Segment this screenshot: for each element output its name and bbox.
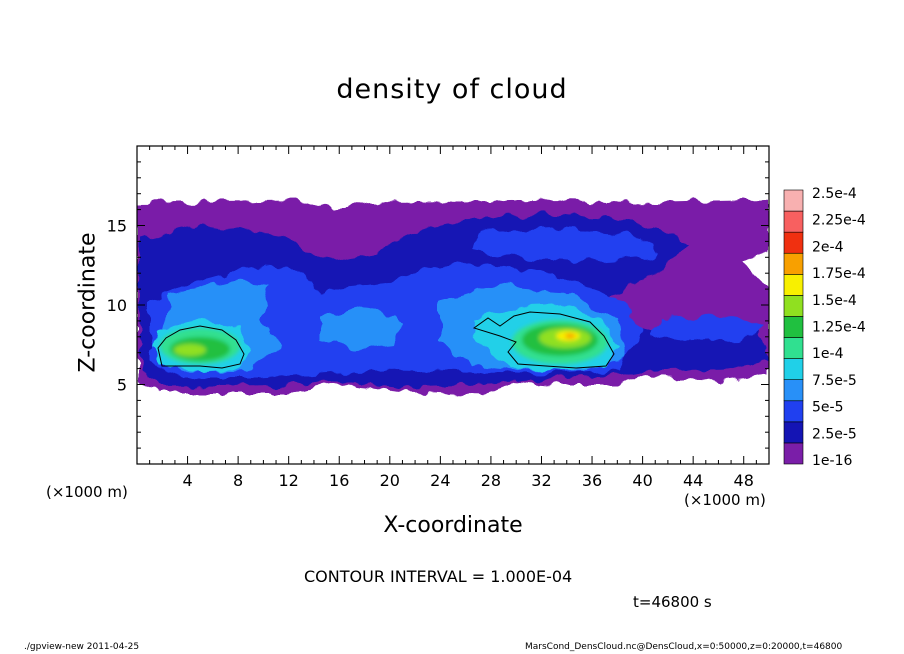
contour-1e-4 <box>157 311 615 369</box>
colorbar-label: 1.75e-4 <box>812 266 866 282</box>
colorbar-swatch <box>783 316 804 338</box>
colorbar-swatch <box>783 358 804 380</box>
colorbar-swatch <box>783 337 804 359</box>
y-tick-label: 15 <box>107 217 127 236</box>
chart-title: density of cloud <box>336 74 568 105</box>
contour-interval-text: CONTOUR INTERVAL = 1.000E-04 <box>304 567 573 586</box>
colorbar-swatch <box>783 252 804 275</box>
x-tick-label: 44 <box>683 471 703 490</box>
colorbar-swatch <box>783 210 804 233</box>
colorbar-swatch <box>783 421 804 444</box>
x-tick-label: 12 <box>279 471 299 490</box>
cloud-core-right-2.25e-4 <box>565 333 575 339</box>
x-tick-label: 24 <box>430 471 450 490</box>
x-tick-label: 8 <box>233 471 243 490</box>
colorbar-label: 1e-4 <box>812 346 844 362</box>
colorbar-swatch <box>783 231 804 254</box>
x-tick-label: 4 <box>182 471 192 490</box>
contour-left <box>157 325 245 369</box>
colorbar: 2.5e-4 2.25e-4 2e-4 1.75e-4 1.5e-4 1.25e-4 1e-… <box>783 186 866 469</box>
colorbar-swatch <box>783 400 804 423</box>
y-tick-label: 10 <box>107 296 127 315</box>
cloud-core-left-1.75e-4 <box>174 344 206 356</box>
x-axis-label: X-coordinate <box>383 513 523 538</box>
x-tick-label: 36 <box>582 471 602 490</box>
x-unit-left: (×1000 m) <box>46 483 128 501</box>
y-tick-label: 5 <box>117 376 127 395</box>
contour-right <box>472 311 615 369</box>
colorbar-label: 1.5e-4 <box>812 293 857 309</box>
x-tick-label: 32 <box>531 471 551 490</box>
colorbar-swatch <box>783 274 804 296</box>
cloud-layer-1e-4 <box>150 306 618 372</box>
footer-right: MarsCond_DensCloud.nc@DensCloud,x=0:5000… <box>525 642 843 652</box>
colorbar-swatch <box>783 442 804 465</box>
x-tick-label: 40 <box>632 471 652 490</box>
footer-left: ./gpview-new 2011-04-25 <box>24 642 140 652</box>
x-tick-label: 48 <box>734 471 754 490</box>
colorbar-label: 5e-5 <box>812 400 843 416</box>
cloud-layer-5e-5-upper <box>470 228 660 262</box>
time-label: t=46800 s <box>633 593 712 611</box>
y-axis-label: Z-coordinate <box>75 232 101 373</box>
colorbar-swatch <box>783 295 804 317</box>
colorbar-swatch <box>783 379 804 402</box>
colorbar-swatch <box>783 189 804 212</box>
cloud-layer-5e-5-right <box>650 316 764 342</box>
colorbar-label: 1.25e-4 <box>812 320 866 336</box>
x-unit-right: (×1000 m) <box>684 491 766 509</box>
colorbar-label: 2.5e-4 <box>812 186 857 202</box>
colorbar-label: 2.25e-4 <box>812 213 866 229</box>
colorbar-label: 7.5e-5 <box>812 373 857 389</box>
cloud-field <box>137 200 769 395</box>
x-tick-label: 28 <box>481 471 501 490</box>
colorbar-label: 1e-16 <box>812 453 852 469</box>
colorbar-label: 2e-4 <box>812 239 844 255</box>
x-tick-label: 16 <box>329 471 349 490</box>
x-tick-label: 20 <box>380 471 400 490</box>
colorbar-label: 2.5e-5 <box>812 426 857 442</box>
